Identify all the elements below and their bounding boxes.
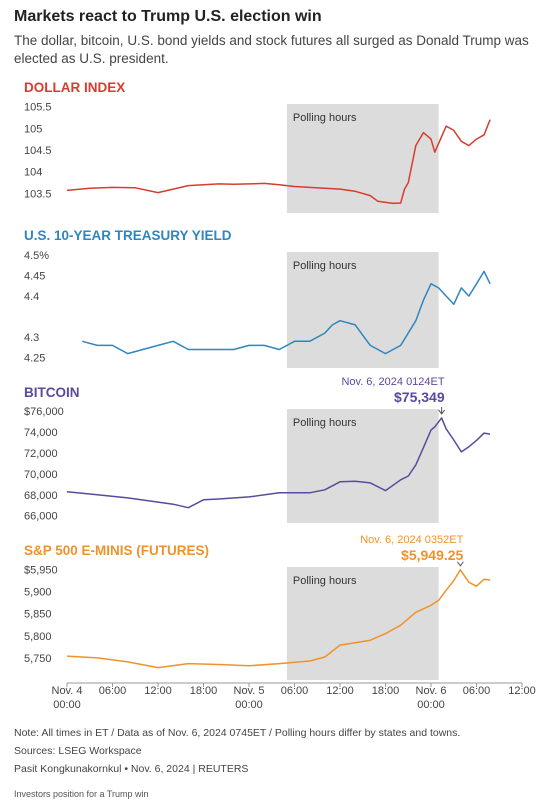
y-tick-label: 103.5 (24, 188, 52, 200)
panel-title: DOLLAR INDEX (24, 80, 125, 95)
y-tick-label: 105 (24, 123, 42, 135)
annotation-date: Nov. 6, 2024 0352ET (360, 534, 463, 546)
line (82, 270, 491, 355)
x-tick-label: Nov. 6 00:00 (415, 685, 447, 711)
x-tick-label: 06:00 (98, 685, 127, 697)
shaded-label: Polling hours (293, 417, 357, 429)
y-tick-label: 4.3 (24, 332, 39, 344)
annotation-date: Nov. 6, 2024 0124ET (341, 376, 444, 388)
y-tick-label: 70,000 (24, 469, 58, 481)
sources: Sources: LSEG Workspace (14, 745, 142, 757)
x-tick-label: Nov. 4 00:00 (51, 685, 83, 711)
x-tick-label: Nov. 5 00:00 (233, 685, 265, 711)
x-tick-label: 12:00 (144, 685, 172, 697)
shaded-region (286, 252, 439, 368)
x-tick-label: 06:00 (462, 685, 491, 697)
y-tick-label: 5,900 (24, 587, 52, 599)
annotation-value: $5,949.25 (401, 547, 463, 563)
y-tick-label: $5,950 (24, 564, 58, 576)
credit: Pasit Kongkunakornkul • Nov. 6, 2024 | R… (14, 763, 249, 775)
x-tick-label: 12:00 (326, 685, 354, 697)
annotation-arrow (438, 407, 446, 415)
note: Note: All times in ET / Data as of Nov. … (14, 727, 461, 739)
y-tick-label: 74,000 (24, 427, 58, 439)
line (66, 119, 491, 205)
y-tick-label: 4.25 (24, 353, 45, 365)
panel-title: U.S. 10-YEAR TREASURY YIELD (24, 228, 232, 243)
annotation-value: $75,349 (394, 389, 445, 405)
y-tick-label: 5,850 (24, 609, 52, 621)
title: Markets react to Trump U.S. election win (14, 8, 322, 25)
line (66, 417, 491, 509)
y-tick-label: 104.5 (24, 145, 52, 157)
y-tick-label: 68,000 (24, 490, 58, 502)
panel-title: BITCOIN (24, 385, 80, 400)
y-tick-label: $76,000 (24, 406, 64, 418)
y-tick-label: 4.45 (24, 271, 45, 283)
subtitle: The dollar, bitcoin, U.S. bond yields an… (14, 33, 529, 66)
y-tick-label: 105.5 (24, 102, 52, 114)
x-tick-label: 18:00 (371, 685, 400, 697)
line (66, 569, 491, 669)
x-tick-label: 06:00 (280, 685, 309, 697)
chart: DOLLAR INDEX Polling hours 103.5 104 104.5 10… (24, 80, 523, 687)
y-tick-label: 104 (24, 167, 42, 179)
footer: Investors position for a Trump win (14, 789, 149, 799)
y-tick-label: 72,000 (24, 448, 58, 460)
y-tick-label: 5,800 (24, 631, 52, 643)
y-tick-label: 66,000 (24, 511, 58, 523)
y-tick-label: 5,750 (24, 653, 52, 665)
x-tick-label: 12:00 (508, 685, 536, 697)
y-tick-label: 4.4 (24, 291, 39, 303)
shaded-region (286, 409, 439, 523)
x-tick-label: 18:00 (189, 685, 218, 697)
shaded-region (286, 567, 439, 680)
shaded-label: Polling hours (293, 112, 357, 124)
shaded-label: Polling hours (293, 260, 357, 272)
shaded-label: Polling hours (293, 575, 357, 587)
panel-title: S&P 500 E-MINIS (FUTURES) (24, 543, 209, 558)
annotation-arrow (456, 561, 464, 567)
y-tick-label: 4.5% (24, 250, 49, 262)
